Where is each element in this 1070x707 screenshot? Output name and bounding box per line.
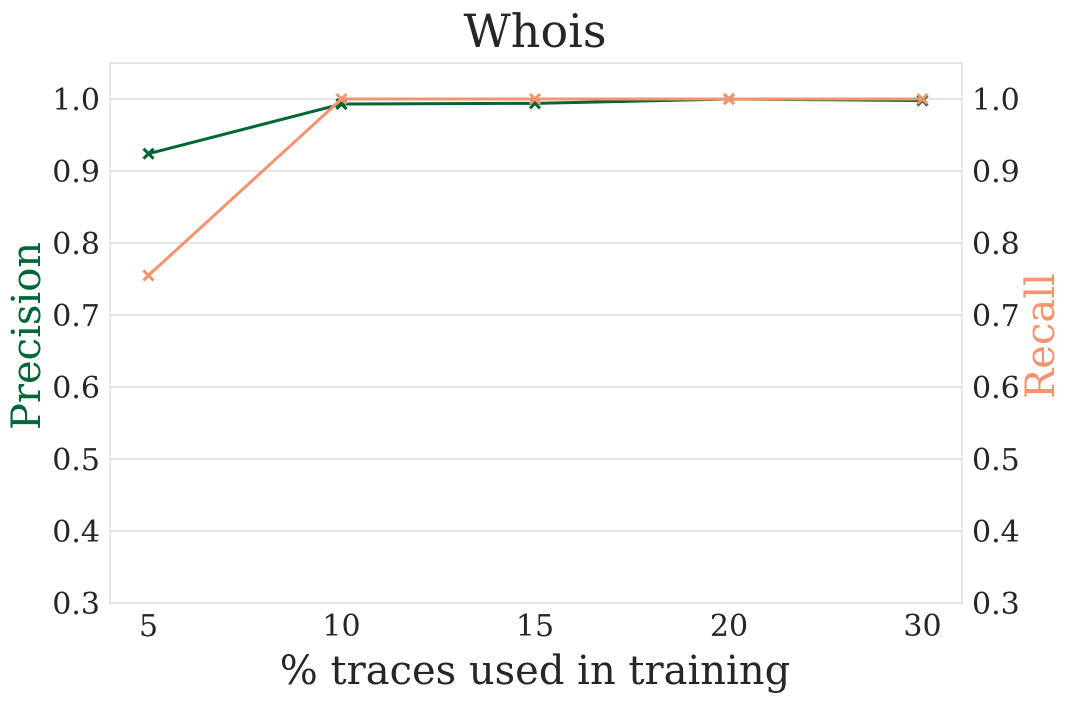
y-tick-label-right: 1.0	[972, 83, 1020, 118]
y-tick-label-left: 0.9	[52, 155, 100, 190]
tick-layer: 0.3 0.3 0.4 0.4 0.5 0.5 0.6 0.6 0.7 0.7 0.8 0.8 0.9 0…	[52, 83, 1019, 644]
y-tick-label-right: 0.5	[972, 443, 1020, 478]
x-tick-label: 10	[322, 609, 360, 644]
y-tick-label-left: 0.7	[52, 299, 100, 334]
x-axis-label: % traces used in training	[280, 648, 790, 694]
series-layer	[142, 92, 929, 282]
y-tick-label-right: 0.9	[972, 155, 1020, 190]
y-tick-label-left: 0.3	[52, 587, 100, 622]
marker-stroke	[916, 92, 929, 106]
x-tick-label: 20	[710, 609, 748, 644]
y-tick-label-right: 0.6	[972, 371, 1020, 406]
x-tick-label: 15	[516, 609, 554, 644]
grid-layer	[110, 98, 962, 532]
precision-line	[148, 97, 923, 156]
marker-stroke	[722, 92, 736, 106]
y-tick-label-left: 1.0	[52, 83, 100, 118]
y-tick-label-right: 0.8	[972, 227, 1020, 262]
y-tick-label-left: 0.8	[52, 227, 100, 262]
plot-frame	[109, 62, 963, 604]
marker-stroke	[142, 147, 155, 160]
chart-title: Whois	[464, 4, 607, 58]
y-axis-label-right: Recall	[1018, 273, 1064, 399]
precision-point	[142, 147, 155, 160]
recall-point	[916, 92, 929, 106]
x-tick-label: 5	[139, 609, 158, 644]
recall-point	[528, 92, 542, 106]
recall-line	[147, 97, 923, 277]
y-tick-label-right: 0.4	[972, 515, 1020, 550]
y-tick-label-left: 0.6	[52, 371, 100, 406]
x-tick-label: 30	[903, 609, 941, 644]
recall-point	[722, 92, 736, 106]
recall-point	[335, 92, 348, 106]
y-tick-label-right: 0.3	[972, 587, 1020, 622]
y-tick-label-right: 0.7	[972, 299, 1020, 334]
y-tick-label-left: 0.4	[52, 515, 100, 550]
recall-point	[142, 269, 155, 282]
y-tick-label-left: 0.5	[52, 443, 100, 478]
marker-stroke	[335, 92, 348, 106]
marker-stroke	[528, 92, 542, 106]
y-axis-label-left: Precision	[4, 242, 50, 430]
marker-stroke	[142, 269, 155, 282]
